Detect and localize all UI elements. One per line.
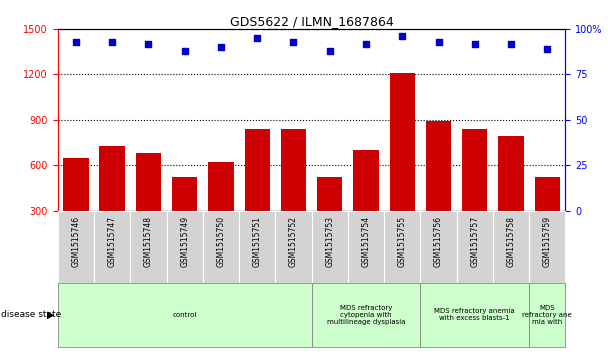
Point <box>289 39 299 45</box>
Text: GSM1515755: GSM1515755 <box>398 216 407 268</box>
Point <box>542 46 552 52</box>
Bar <box>209 162 233 256</box>
Text: GSM1515748: GSM1515748 <box>144 216 153 267</box>
Point <box>434 39 443 45</box>
Text: GSM1515754: GSM1515754 <box>362 216 370 268</box>
Text: GSM1515746: GSM1515746 <box>71 216 80 268</box>
Text: GSM1515757: GSM1515757 <box>470 216 479 268</box>
Text: ▶: ▶ <box>47 310 55 320</box>
Bar <box>529 211 565 283</box>
Bar <box>420 283 529 347</box>
Title: GDS5622 / ILMN_1687864: GDS5622 / ILMN_1687864 <box>230 15 393 28</box>
Bar <box>58 283 311 347</box>
Text: MDS refractory anemia
with excess blasts-1: MDS refractory anemia with excess blasts… <box>435 309 515 321</box>
Bar <box>203 211 239 283</box>
Text: GSM1515750: GSM1515750 <box>216 216 226 268</box>
Bar <box>167 211 203 283</box>
Text: MDS refractory
cytopenia with
multilineage dysplasia: MDS refractory cytopenia with multilinea… <box>326 305 406 325</box>
Bar <box>493 211 529 283</box>
Text: GSM1515759: GSM1515759 <box>543 216 552 268</box>
Bar <box>275 211 311 283</box>
Text: GSM1515753: GSM1515753 <box>325 216 334 268</box>
Point <box>506 41 516 46</box>
Bar <box>384 211 420 283</box>
Bar <box>420 211 457 283</box>
Bar <box>100 146 125 256</box>
Point <box>71 39 81 45</box>
Bar <box>94 211 130 283</box>
Bar <box>130 211 167 283</box>
Bar <box>281 129 306 256</box>
Text: GSM1515752: GSM1515752 <box>289 216 298 267</box>
Bar <box>353 150 379 256</box>
Point <box>107 39 117 45</box>
Text: disease state: disease state <box>1 310 61 319</box>
Bar <box>172 177 198 256</box>
Bar <box>317 177 342 256</box>
Point <box>398 33 407 39</box>
Bar <box>63 158 89 256</box>
Point <box>143 41 153 46</box>
Point <box>325 48 334 54</box>
Text: GSM1515751: GSM1515751 <box>253 216 261 267</box>
Text: GSM1515758: GSM1515758 <box>506 216 516 267</box>
Bar <box>426 121 451 256</box>
Point <box>252 35 262 41</box>
Point <box>361 41 371 46</box>
Bar <box>529 283 565 347</box>
Bar <box>534 177 560 256</box>
Bar <box>239 211 275 283</box>
Text: control: control <box>173 312 197 318</box>
Bar <box>390 73 415 256</box>
Text: GSM1515756: GSM1515756 <box>434 216 443 268</box>
Bar <box>348 211 384 283</box>
Text: GSM1515749: GSM1515749 <box>180 216 189 268</box>
Bar <box>311 283 420 347</box>
Bar <box>136 153 161 256</box>
Bar <box>462 129 488 256</box>
Bar <box>244 129 270 256</box>
Text: GSM1515747: GSM1515747 <box>108 216 117 268</box>
Bar <box>457 211 493 283</box>
Point <box>470 41 480 46</box>
Text: MDS
refractory ane
mia with: MDS refractory ane mia with <box>522 305 572 325</box>
Point <box>180 48 190 54</box>
Bar <box>311 211 348 283</box>
Point <box>216 44 226 50</box>
Bar <box>58 211 94 283</box>
Bar <box>499 136 523 256</box>
